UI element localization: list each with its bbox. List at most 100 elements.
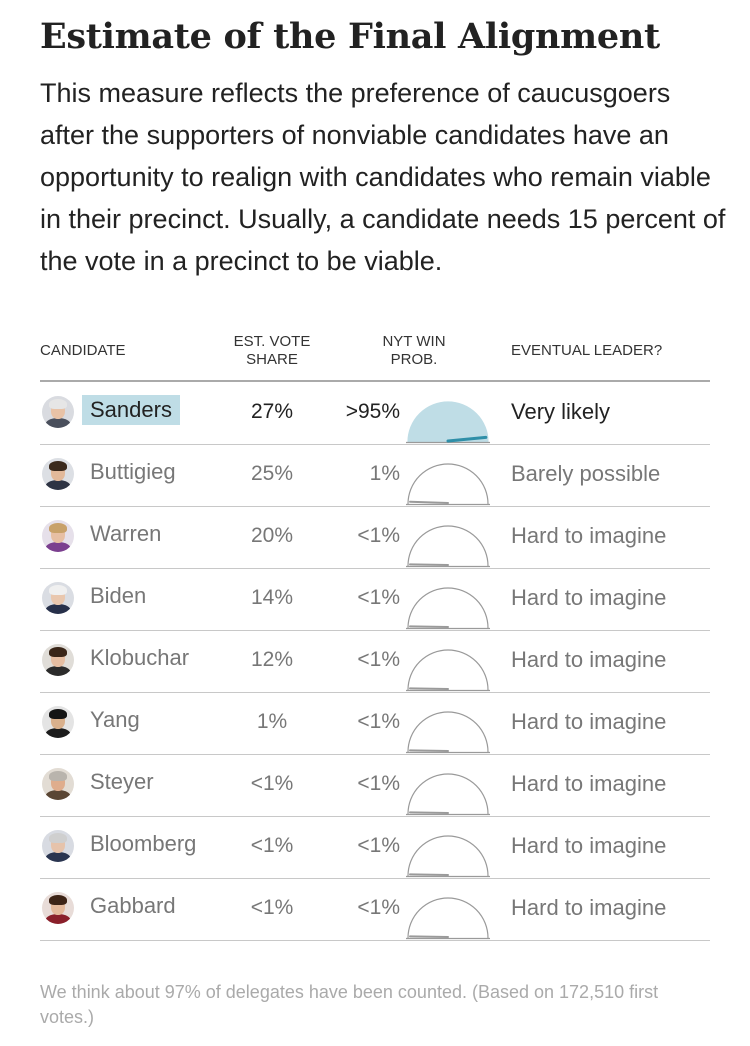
- win-prob: <1%: [357, 896, 400, 919]
- vote-share: <1%: [250, 834, 294, 857]
- win-prob: >95%: [345, 400, 400, 423]
- win-prob-gauge: [406, 587, 490, 630]
- avatar-body: [45, 604, 71, 614]
- header-win-prob-line1: NYT WIN: [382, 333, 446, 350]
- eventual-leader: Hard to imagine: [511, 647, 667, 672]
- page-title: Estimate of the Final Alignment: [40, 16, 660, 57]
- win-prob-gauge: [406, 649, 490, 692]
- avatar: [42, 644, 74, 676]
- avatar: [42, 396, 74, 428]
- gauge-needle: [409, 500, 449, 504]
- avatar-body: [45, 852, 71, 862]
- win-prob: <1%: [357, 586, 400, 609]
- table-row: Buttigieg 25% 1% Barely possible: [40, 444, 710, 507]
- gauge-arc: [407, 835, 489, 877]
- table-row: Steyer <1% <1% Hard to imagine: [40, 754, 710, 817]
- footer-note: We think about 97% of delegates have bee…: [40, 982, 659, 1027]
- win-prob: <1%: [357, 524, 400, 547]
- win-prob: 1%: [369, 462, 400, 485]
- gauge-arc: [407, 587, 489, 629]
- avatar-body: [45, 728, 71, 738]
- vote-share: 27%: [250, 400, 294, 423]
- vote-share: 12%: [250, 648, 294, 671]
- win-prob-gauge: [406, 711, 490, 754]
- win-prob: <1%: [357, 710, 400, 733]
- avatar-body: [45, 666, 71, 676]
- avatar: [42, 768, 74, 800]
- gauge-needle: [409, 749, 449, 752]
- table-row: Gabbard <1% <1% Hard to imagine: [40, 878, 710, 941]
- win-prob: <1%: [357, 648, 400, 671]
- gauge-needle: [409, 873, 449, 876]
- candidate-name: Sanders: [82, 395, 180, 425]
- gauge-arc: [407, 649, 489, 691]
- eventual-leader: Hard to imagine: [511, 895, 667, 920]
- candidate-name: Biden: [90, 583, 147, 608]
- win-prob-gauge: [406, 835, 490, 878]
- win-prob: <1%: [357, 772, 400, 795]
- table-row: Sanders 27% >95% Very likely: [40, 382, 710, 445]
- header-win-prob: NYT WIN PROB.: [362, 333, 466, 369]
- gauge-fill: [408, 402, 488, 442]
- avatar-body: [45, 790, 71, 800]
- table-row: Biden 14% <1% Hard to imagine: [40, 568, 710, 631]
- avatar: [42, 706, 74, 738]
- avatar-hair: [49, 771, 67, 781]
- win-prob-gauge: [406, 773, 490, 816]
- avatar-hair: [49, 399, 67, 409]
- avatar-hair: [49, 833, 67, 843]
- header-vote-share-line2: SHARE: [246, 351, 298, 368]
- description: This measure reflects the preference of …: [40, 78, 726, 276]
- candidate-name: Klobuchar: [90, 645, 190, 670]
- avatar-hair: [49, 585, 67, 595]
- candidate-name: Bloomberg: [90, 831, 197, 856]
- gauge-arc: [407, 525, 489, 567]
- gauge-needle: [409, 625, 449, 628]
- gauge-needle: [409, 935, 449, 938]
- eventual-leader: Very likely: [511, 399, 611, 424]
- table-row: Klobuchar 12% <1% Hard to imagine: [40, 630, 710, 693]
- win-prob-gauge: [406, 897, 490, 940]
- vote-share: <1%: [250, 772, 294, 795]
- avatar: [42, 830, 74, 862]
- table-row: Yang 1% <1% Hard to imagine: [40, 692, 710, 755]
- eventual-leader: Hard to imagine: [511, 709, 667, 734]
- vote-share: <1%: [250, 896, 294, 919]
- win-prob-gauge: [406, 525, 490, 568]
- gauge-needle: [446, 435, 488, 443]
- avatar-body: [45, 914, 71, 924]
- avatar: [42, 892, 74, 924]
- avatar-body: [45, 480, 71, 490]
- eventual-leader: Hard to imagine: [511, 833, 667, 858]
- header-divider: [40, 380, 710, 382]
- avatar-hair: [49, 709, 67, 719]
- vote-share: 1%: [256, 710, 288, 733]
- avatar-body: [45, 542, 71, 552]
- table-row: Bloomberg <1% <1% Hard to imagine: [40, 816, 710, 879]
- win-prob-gauge: [406, 401, 490, 444]
- candidate-name: Gabbard: [90, 893, 176, 918]
- avatar: [42, 582, 74, 614]
- avatar: [42, 520, 74, 552]
- table-row: Warren 20% <1% Hard to imagine: [40, 506, 710, 569]
- vote-share: 25%: [250, 462, 294, 485]
- avatar-hair: [49, 647, 67, 657]
- eventual-leader: Hard to imagine: [511, 771, 667, 796]
- header-win-prob-line2: PROB.: [390, 351, 438, 368]
- gauge-needle: [409, 563, 449, 566]
- candidate-name: Warren: [90, 521, 162, 546]
- avatar: [42, 458, 74, 490]
- candidate-name: Steyer: [90, 769, 154, 794]
- header-candidate: CANDIDATE: [40, 342, 126, 359]
- avatar-body: [45, 418, 71, 428]
- avatar-hair: [49, 895, 67, 905]
- win-prob-gauge: [406, 463, 490, 506]
- eventual-leader: Barely possible: [511, 461, 661, 486]
- gauge-needle: [409, 811, 449, 814]
- gauge-arc: [407, 711, 489, 753]
- candidate-name: Buttigieg: [90, 459, 176, 484]
- avatar-hair: [49, 523, 67, 533]
- avatar-hair: [49, 461, 67, 471]
- gauge-arc: [407, 463, 489, 505]
- gauge-needle: [409, 687, 449, 690]
